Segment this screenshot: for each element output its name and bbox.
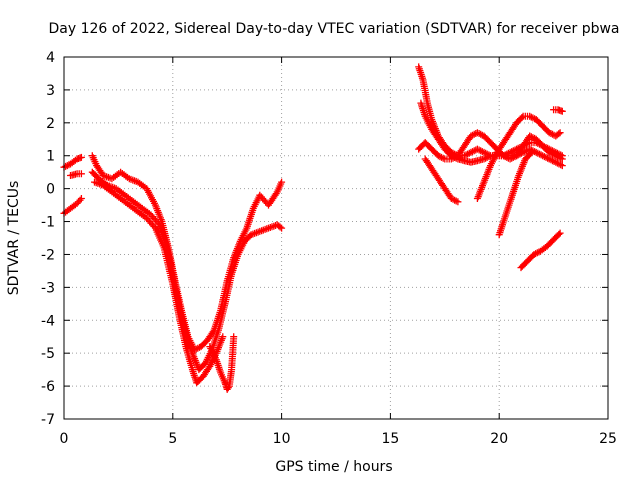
y-tick-label: 1	[46, 149, 55, 165]
data-point-markers	[550, 106, 566, 115]
y-tick-label: -2	[41, 247, 55, 263]
series-12	[495, 148, 536, 239]
data-point-markers	[91, 178, 227, 387]
y-tick-label: 2	[46, 116, 55, 132]
data-point-markers	[88, 152, 286, 354]
axis-ticks: 0 5 10 15 20 25 -7 -6 -5 -4 -3 -2 -1 0 1 2 3 4	[41, 50, 617, 447]
x-tick-label: 15	[381, 431, 399, 447]
series-10	[421, 155, 462, 206]
y-tick-label: -1	[41, 215, 55, 231]
chart-title: Day 126 of 2022, Sidereal Day-to-day VTE…	[48, 21, 619, 37]
grid	[64, 57, 608, 419]
plot-frame	[63, 56, 609, 420]
y-axis-label: SDTVAR / TECUs	[6, 181, 22, 296]
data-point-markers	[67, 170, 85, 179]
y-tick-label: -4	[41, 313, 55, 329]
y-tick-label: -5	[41, 346, 55, 362]
series-3	[88, 152, 286, 354]
y-tick-label: -3	[41, 280, 55, 296]
y-tick-label: 0	[46, 182, 55, 198]
x-axis-label: GPS time / hours	[275, 459, 392, 475]
y-tick-label: 4	[46, 50, 55, 66]
y-tick-label: -6	[41, 379, 55, 395]
y-tick-label: 3	[46, 83, 55, 99]
series-6	[206, 333, 238, 393]
series-13	[550, 106, 566, 115]
x-tick-label: 25	[599, 431, 617, 447]
data-marks	[60, 63, 566, 393]
x-tick-label: 20	[490, 431, 508, 447]
x-tick-label: 0	[60, 431, 69, 447]
x-tick-label: 5	[168, 431, 177, 447]
series-11	[473, 112, 564, 202]
series-5	[91, 178, 227, 387]
data-point-markers	[421, 155, 462, 206]
y-tick-label: -7	[41, 412, 55, 428]
series-1	[67, 170, 85, 179]
series-14	[517, 229, 564, 272]
data-point-markers	[206, 333, 238, 393]
data-point-markers	[495, 148, 536, 239]
x-tick-label: 10	[273, 431, 291, 447]
data-point-markers	[473, 112, 564, 202]
data-point-markers	[517, 229, 564, 272]
